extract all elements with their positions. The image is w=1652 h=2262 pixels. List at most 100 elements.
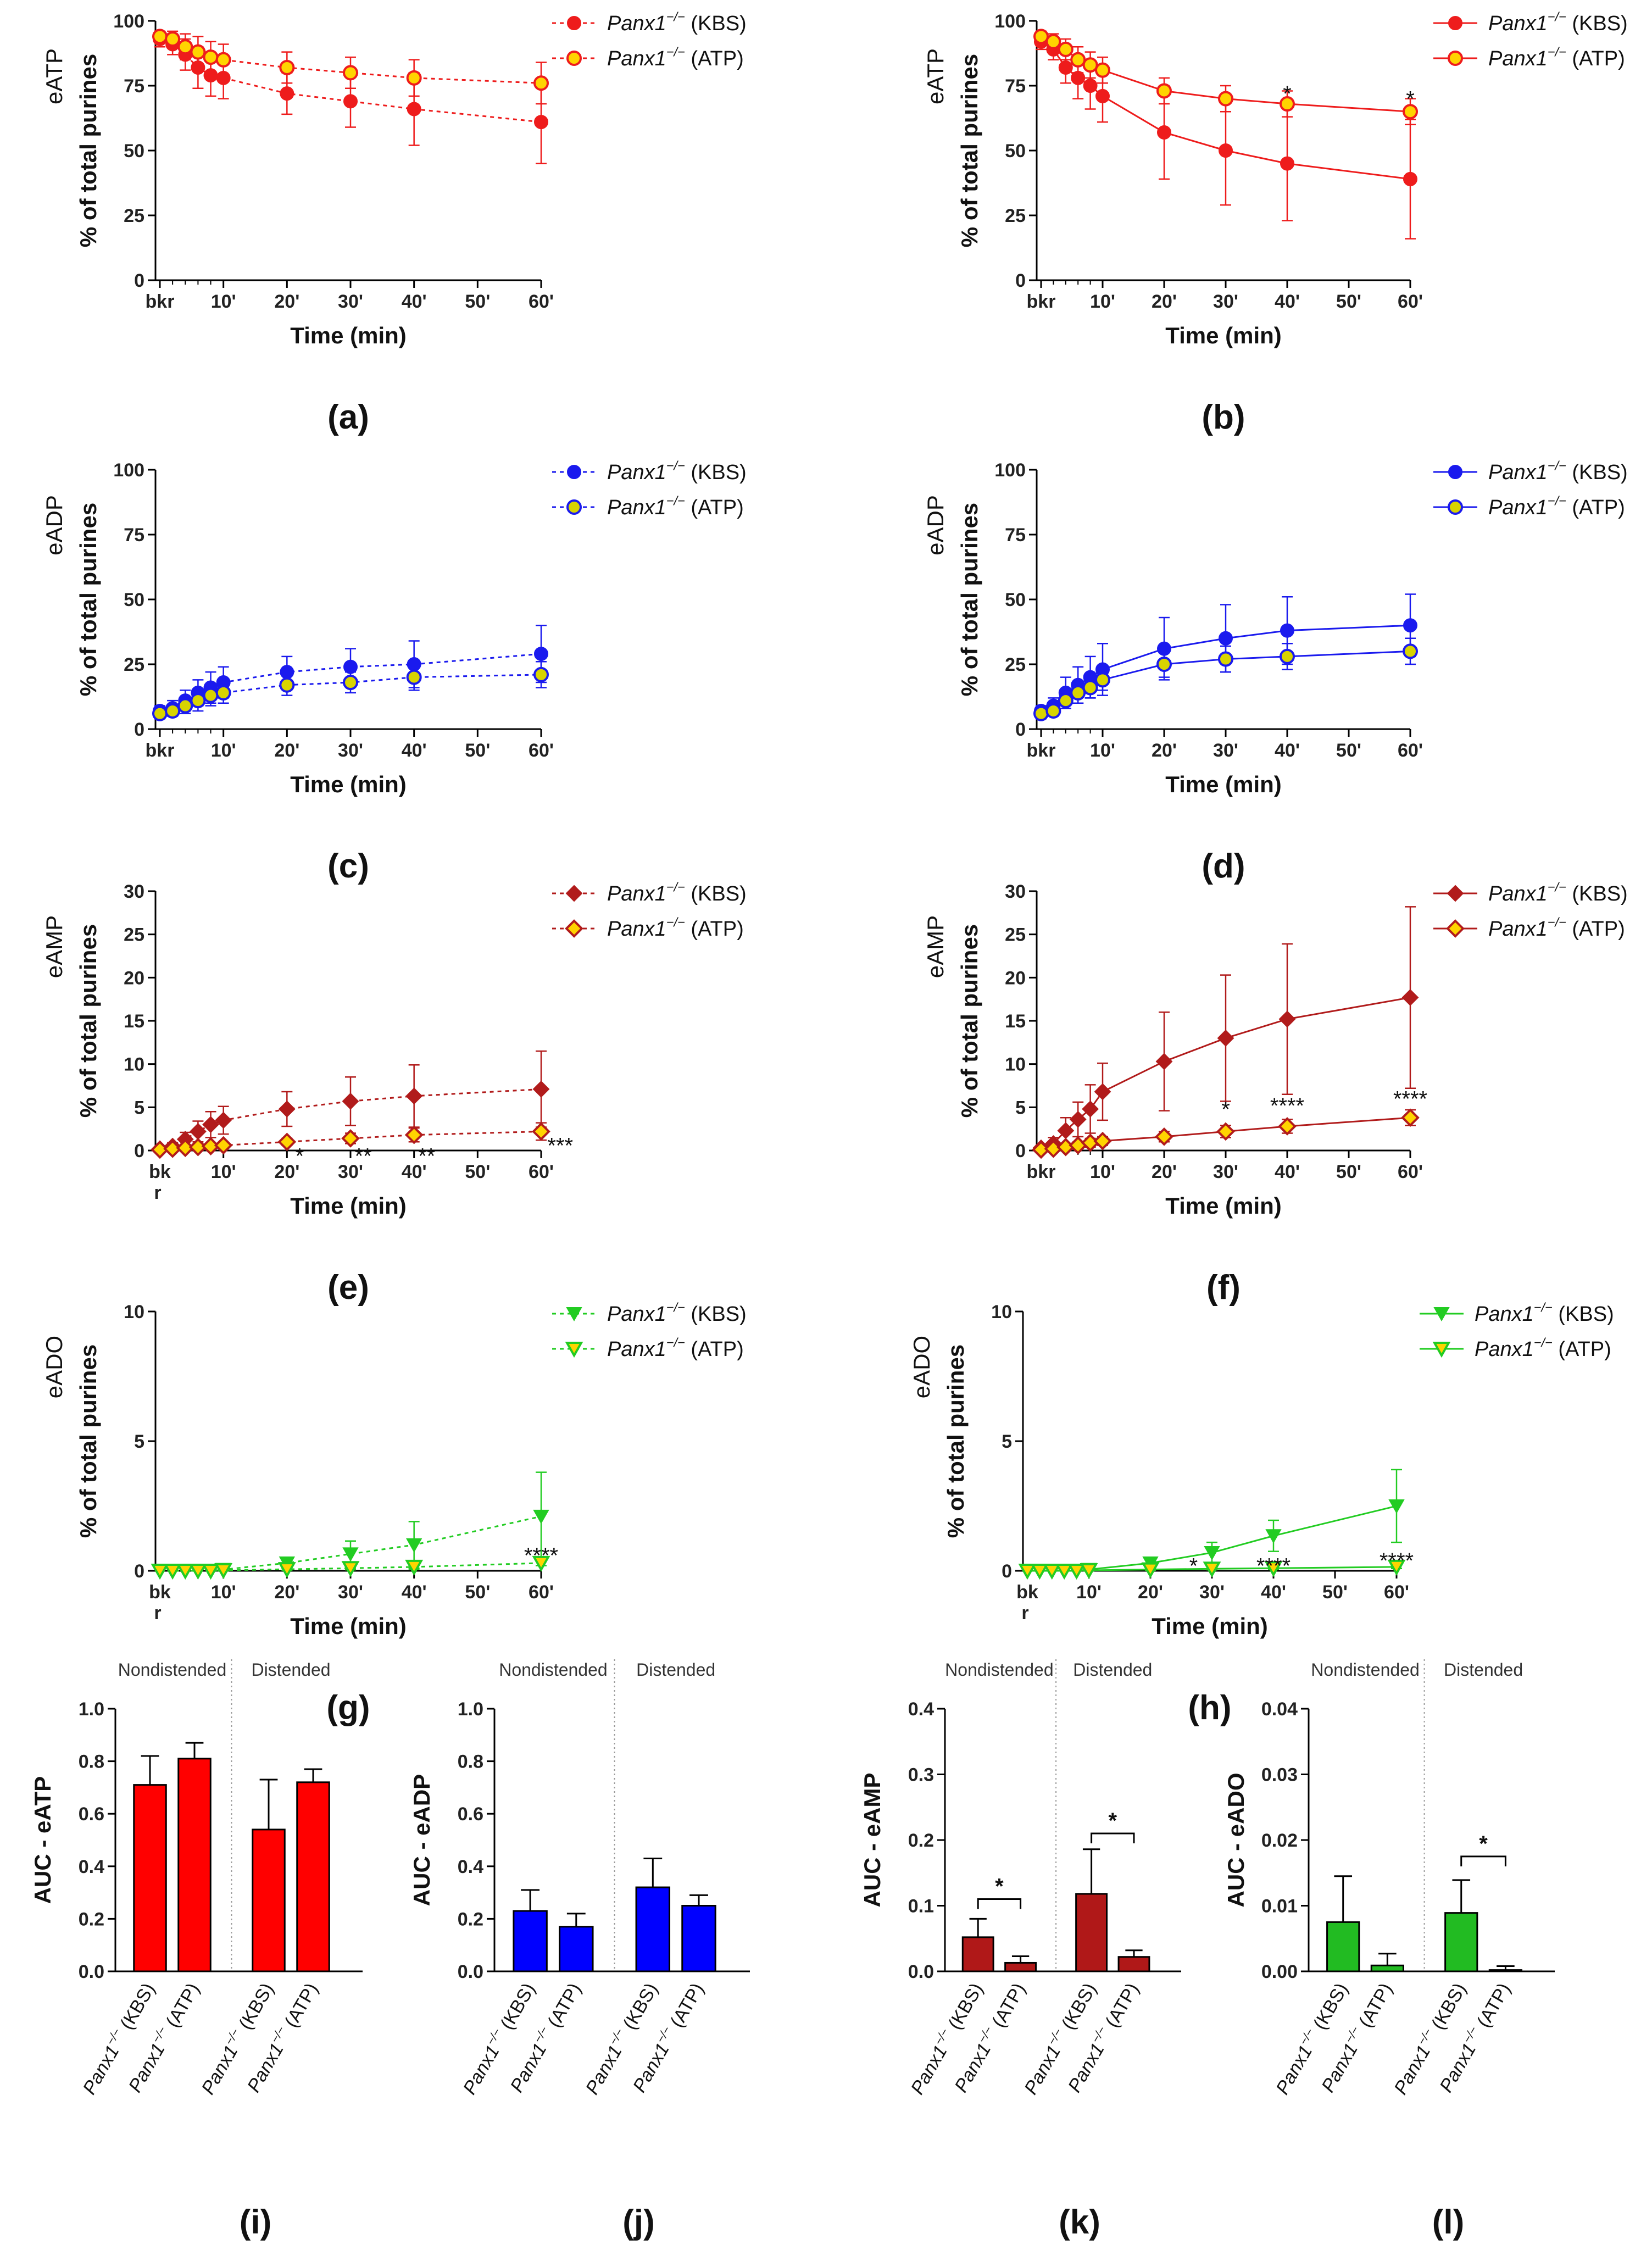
x-tick-label: 40' <box>1275 1161 1300 1182</box>
data-point <box>189 1122 207 1140</box>
significance-mark: **** <box>1270 1094 1304 1118</box>
legend-item-0: Panx1−/− (KBS) <box>552 10 747 35</box>
significance-bracket <box>1460 1855 1506 1866</box>
legend-item-1: Panx1−/− (ATP) <box>1433 915 1625 941</box>
data-point <box>1156 657 1172 672</box>
legend-item-1: Panx1−/− (ATP) <box>552 1336 744 1361</box>
data-point <box>176 1564 194 1580</box>
data-point <box>176 1138 195 1158</box>
panel-l: 0.00 0.01 0.02 0.03 0.04 AUC - eADO Nondistend… <box>1223 1659 1555 2241</box>
y-axis-title: eATP <box>922 48 948 104</box>
x-tick-label: 10' <box>211 1582 236 1603</box>
data-point <box>1388 1499 1405 1514</box>
bar <box>1075 1893 1108 1972</box>
x-tick-label: 40' <box>402 1161 427 1182</box>
series-1 <box>1033 637 1418 721</box>
panel-g: 0 5 10 bkr 10' 20' 30' 40' 50' 60' Time (min) % of … <box>41 1300 747 1727</box>
x-tick-label: 30' <box>1199 1582 1225 1603</box>
data-point <box>1216 1122 1235 1141</box>
panel-label: (f) <box>1206 1269 1241 1307</box>
legend-marker <box>566 499 582 515</box>
legend-label: Panx1−/− (KBS) <box>1488 880 1628 905</box>
significance-mark: *** <box>547 1134 573 1158</box>
y-tick-label: 0.2 <box>79 1909 104 1930</box>
x-tick-label: bkr <box>1027 740 1056 761</box>
y-axis-label: % of total purines <box>75 54 101 247</box>
y-axis-label: % of total purines <box>956 54 982 247</box>
x-tick-label: 50' <box>465 291 490 312</box>
panel-label: (a) <box>327 398 369 436</box>
x-tick-label: 30' <box>1213 740 1238 761</box>
y-axis-title: eATP <box>41 48 67 104</box>
panel-k: 0.0 0.1 0.2 0.3 0.4 AUC - eAMP Nondistended Dis… <box>859 1659 1181 2241</box>
data-point <box>1058 60 1073 75</box>
bar <box>1444 1912 1478 1972</box>
x-tick-label: 20' <box>1152 740 1177 761</box>
x-tick-label: 30' <box>338 740 363 761</box>
significance-mark: * <box>1109 1809 1117 1833</box>
x-axis-label: Time (min) <box>1152 1613 1268 1639</box>
data-point <box>177 39 193 55</box>
x-tick-label: bkr <box>146 740 175 761</box>
x-tick-label: bk <box>1016 1582 1038 1603</box>
data-point <box>1082 57 1098 73</box>
legend-marker <box>567 16 581 30</box>
y-tick-label: 0 <box>134 1141 144 1161</box>
data-point <box>1403 643 1418 659</box>
y-tick-label: 20 <box>124 968 144 988</box>
data-point <box>214 1136 233 1155</box>
data-point <box>1203 1561 1221 1578</box>
panel-e: 0 5 10 15 20 25 30 bkr 10' 20' 30' 40' 50' 60' Time (m… <box>41 880 747 1307</box>
y-tick-label: 25 <box>124 205 144 226</box>
y-tick-label: 0.03 <box>1261 1765 1298 1786</box>
legend-label: Panx1−/− (ATP) <box>607 45 744 70</box>
data-point <box>1069 1110 1087 1128</box>
legend-item-0: Panx1−/− (KBS) <box>1433 880 1628 905</box>
legend-marker <box>566 1307 582 1322</box>
legend-marker <box>1446 919 1465 938</box>
group-label: Distended <box>251 1660 330 1680</box>
series-1 <box>1033 29 1418 126</box>
x-tick-label: 40' <box>1275 740 1300 761</box>
data-point <box>163 1140 182 1158</box>
y-tick-label: 50 <box>1005 141 1026 162</box>
y-tick-label: 0.2 <box>458 1909 483 1930</box>
x-tick-label: 40' <box>1261 1582 1286 1603</box>
data-point <box>1278 1010 1296 1028</box>
data-point <box>534 647 548 662</box>
x-tick-label: 40' <box>402 1582 427 1603</box>
y-axis-title: eADP <box>41 495 67 555</box>
y-tick-label: 0 <box>134 270 144 291</box>
y-tick-label: 5 <box>1015 1097 1026 1118</box>
bar <box>635 1886 671 1972</box>
y-tick-label: 30 <box>1005 881 1026 902</box>
data-point <box>1403 104 1418 120</box>
panel-label: (d) <box>1202 847 1245 885</box>
data-point <box>1264 1561 1283 1577</box>
x-tick-label: 50' <box>465 740 490 761</box>
legend-marker <box>566 51 582 66</box>
series-0 <box>1019 1469 1405 1579</box>
data-point <box>1401 989 1419 1006</box>
x-tick-label: 30' <box>1213 1161 1238 1182</box>
legend-label: Panx1−/− (ATP) <box>607 915 744 941</box>
significance-mark: * <box>1283 82 1292 106</box>
significance-mark: ** <box>355 1144 372 1168</box>
x-tick-label: 20' <box>274 291 299 312</box>
y-tick-label: 0 <box>1015 270 1026 291</box>
data-point <box>534 115 548 130</box>
data-point <box>1280 623 1294 638</box>
legend-label: Panx1−/− (ATP) <box>1488 494 1625 519</box>
y-tick-label: 0.4 <box>908 1699 934 1720</box>
y-tick-label: 20 <box>1005 968 1026 988</box>
x-tick-label: 20' <box>274 1582 299 1603</box>
y-axis-title: eAMP <box>922 915 948 978</box>
series-line <box>159 674 542 715</box>
y-axis-label: % of total purines <box>956 503 982 696</box>
significance-bracket <box>1091 1832 1135 1844</box>
y-axis-label: % of total purines <box>75 503 101 696</box>
bar <box>1326 1921 1360 1972</box>
legend-marker <box>567 465 581 479</box>
legend-item-1: Panx1−/− (ATP) <box>552 45 744 70</box>
data-point <box>532 1555 550 1572</box>
